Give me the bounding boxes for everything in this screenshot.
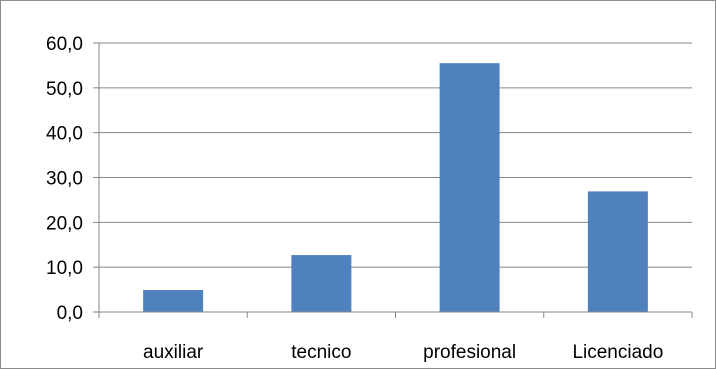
- x-tick-label: profesional: [423, 342, 516, 363]
- bar-tecnico: [291, 255, 352, 312]
- y-tick-label: 0,0: [57, 303, 83, 324]
- y-tick-label: 60,0: [46, 34, 83, 55]
- x-tick-label: tecnico: [291, 342, 351, 363]
- y-tick-label: 10,0: [46, 258, 83, 279]
- bar-licenciado: [587, 191, 648, 312]
- y-tick-label: 40,0: [46, 124, 83, 145]
- bar-profesional: [439, 63, 500, 312]
- x-tick-labels: auxiliar tecnico profesional Licenciado: [143, 342, 663, 363]
- y-tick-label: 20,0: [46, 213, 83, 234]
- y-tick-label: 50,0: [46, 79, 83, 100]
- axes: [93, 42, 693, 318]
- y-tick-labels: 0,0 10,0 20,0 30,0 40,0 50,0 60,0: [46, 34, 83, 324]
- x-tick-label: Licenciado: [572, 342, 663, 363]
- x-tick-label: auxiliar: [143, 342, 204, 363]
- y-tick-label: 30,0: [46, 169, 83, 190]
- bar-auxiliar: [143, 290, 204, 312]
- bars: [143, 63, 648, 312]
